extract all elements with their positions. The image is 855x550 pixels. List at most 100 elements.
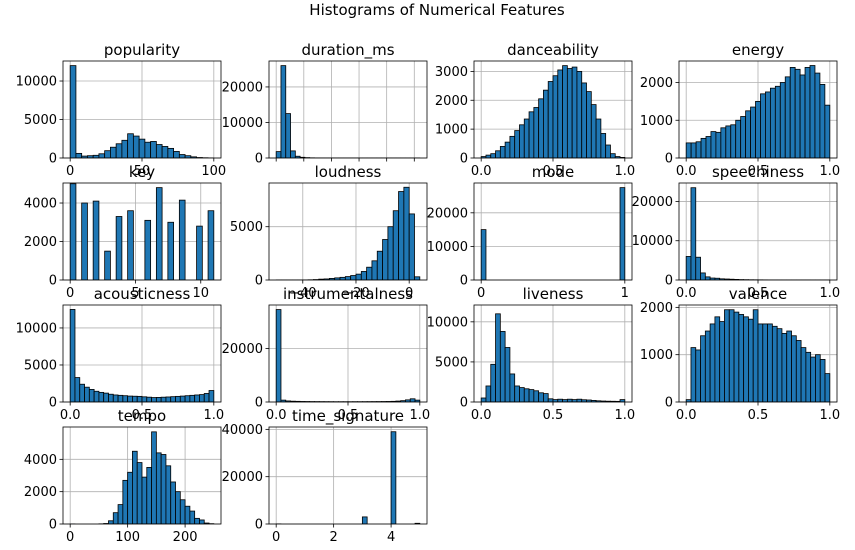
y-tick-label: 4000 xyxy=(24,453,57,468)
histogram-bar xyxy=(151,397,157,402)
y-tick-label: 0 xyxy=(49,396,57,411)
histogram-bar xyxy=(800,347,807,402)
histogram-bar xyxy=(194,394,200,402)
x-tick-label: 0.5 xyxy=(132,408,153,423)
histogram-bar xyxy=(528,389,535,402)
histogram-bar xyxy=(136,395,143,402)
y-tick-label: 2000 xyxy=(24,235,57,250)
y-tick-label: 5000 xyxy=(24,358,57,373)
histogram-bar xyxy=(104,250,111,280)
histogram-bar xyxy=(799,74,806,158)
histogram-bar xyxy=(175,395,181,402)
subplot-danceability: 0.0 0.5 1.0 0 1000 2000 3000 danceability xyxy=(435,41,635,179)
histogram-bar xyxy=(519,387,525,402)
histogram-bar xyxy=(160,454,167,524)
bars xyxy=(275,431,421,524)
histogram-bar xyxy=(815,354,821,402)
histogram-bar xyxy=(480,229,487,280)
histogram-bar xyxy=(685,142,692,158)
histogram-bar xyxy=(495,150,501,158)
histogram-bar xyxy=(704,276,711,280)
histogram-bar xyxy=(117,504,124,524)
histogram-bar xyxy=(769,87,776,158)
axes-frame xyxy=(268,182,428,281)
histogram-bar xyxy=(150,141,157,158)
figure-title: Histograms of Numerical Features xyxy=(309,1,565,19)
histogram-bar xyxy=(127,395,133,402)
y-tick-label: 0 xyxy=(665,396,673,411)
subplot-acousticness: 0.0 0.5 1.0 0 5000 10000 acousticness xyxy=(16,285,225,423)
histogram-bar xyxy=(199,394,205,402)
histogram-bar xyxy=(122,479,129,524)
histogram-bar xyxy=(714,316,721,402)
y-tick-label: 4000 xyxy=(24,197,57,212)
histogram-bar xyxy=(690,142,697,158)
y-tick-label: 0 xyxy=(49,152,57,167)
histogram-bar xyxy=(504,141,511,158)
x-tick-label: 100 xyxy=(201,164,226,179)
x-tick-label: 0.0 xyxy=(471,408,492,423)
histogram-bar xyxy=(745,110,751,158)
x-tick-label: 0 xyxy=(477,286,485,301)
histogram-bar xyxy=(112,512,119,524)
histogram-bar xyxy=(122,395,129,402)
histogram-bar xyxy=(382,239,389,280)
histogram-bar xyxy=(141,476,148,524)
y-tick-label: 10000 xyxy=(632,234,673,249)
histogram-bar xyxy=(610,153,616,158)
subplot-time_signature: 0 2 4 0 20000 40000 time_signature xyxy=(222,407,428,545)
bars xyxy=(685,65,831,158)
histogram-bar xyxy=(275,309,282,402)
x-tick-label: 0.0 xyxy=(676,286,697,301)
histogram-bar xyxy=(280,65,287,158)
y-tick-label: 3000 xyxy=(435,65,468,80)
x-tick-label: 0 xyxy=(66,530,74,545)
histogram-bar xyxy=(700,137,707,158)
histogram-bar xyxy=(165,396,172,402)
y-tick-label: 1000 xyxy=(640,114,673,129)
y-tick-label: 0 xyxy=(255,274,263,289)
histogram-bar xyxy=(562,65,568,158)
x-tick-label: 1.0 xyxy=(614,164,635,179)
histogram-bar xyxy=(740,116,747,158)
histogram-bar xyxy=(178,199,186,280)
histogram-bar xyxy=(771,325,778,402)
y-tick-label: 2000 xyxy=(640,76,673,91)
histogram-bar xyxy=(376,250,383,280)
histogram-bar xyxy=(789,67,796,158)
histogram-bar xyxy=(600,133,607,158)
subplot-popularity: 0 50 100 0 5000 10000 popularity xyxy=(16,41,227,179)
axes-frame xyxy=(268,60,428,159)
x-tick-label: 1.0 xyxy=(614,408,635,423)
subplot-loudness: −40 −20 0 0 5000 loudness xyxy=(230,163,428,301)
histogram-bar xyxy=(178,154,186,158)
histogram-bar xyxy=(709,323,716,402)
histogram-bar xyxy=(75,152,83,158)
histogram-bar xyxy=(88,389,95,402)
histogram-bar xyxy=(155,397,162,402)
histogram-bar xyxy=(81,202,88,280)
histogram-bar xyxy=(791,335,797,402)
histogram-bar xyxy=(543,89,549,158)
y-tick-label: 20000 xyxy=(632,195,673,210)
histogram-bar xyxy=(752,309,759,402)
histogram-bar xyxy=(141,396,148,402)
histogram-bar xyxy=(69,183,77,280)
histogram-bar xyxy=(719,321,725,402)
histogram-bar xyxy=(543,393,549,402)
bars xyxy=(69,183,215,280)
histogram-bar xyxy=(115,143,123,158)
histogram-bar xyxy=(74,377,81,402)
histogram-bar xyxy=(155,144,163,158)
bars xyxy=(275,65,421,158)
axes-frame xyxy=(268,426,428,525)
subplot-title: key xyxy=(129,163,155,181)
histogram-bar xyxy=(784,76,791,158)
histogram-bar xyxy=(504,347,511,402)
histogram-bar xyxy=(705,136,712,158)
x-tick-label: 1 xyxy=(621,286,629,301)
bars xyxy=(685,309,831,402)
histogram-bar xyxy=(765,91,771,158)
y-tick-label: 0 xyxy=(255,396,263,411)
subplot-title: popularity xyxy=(104,41,180,59)
